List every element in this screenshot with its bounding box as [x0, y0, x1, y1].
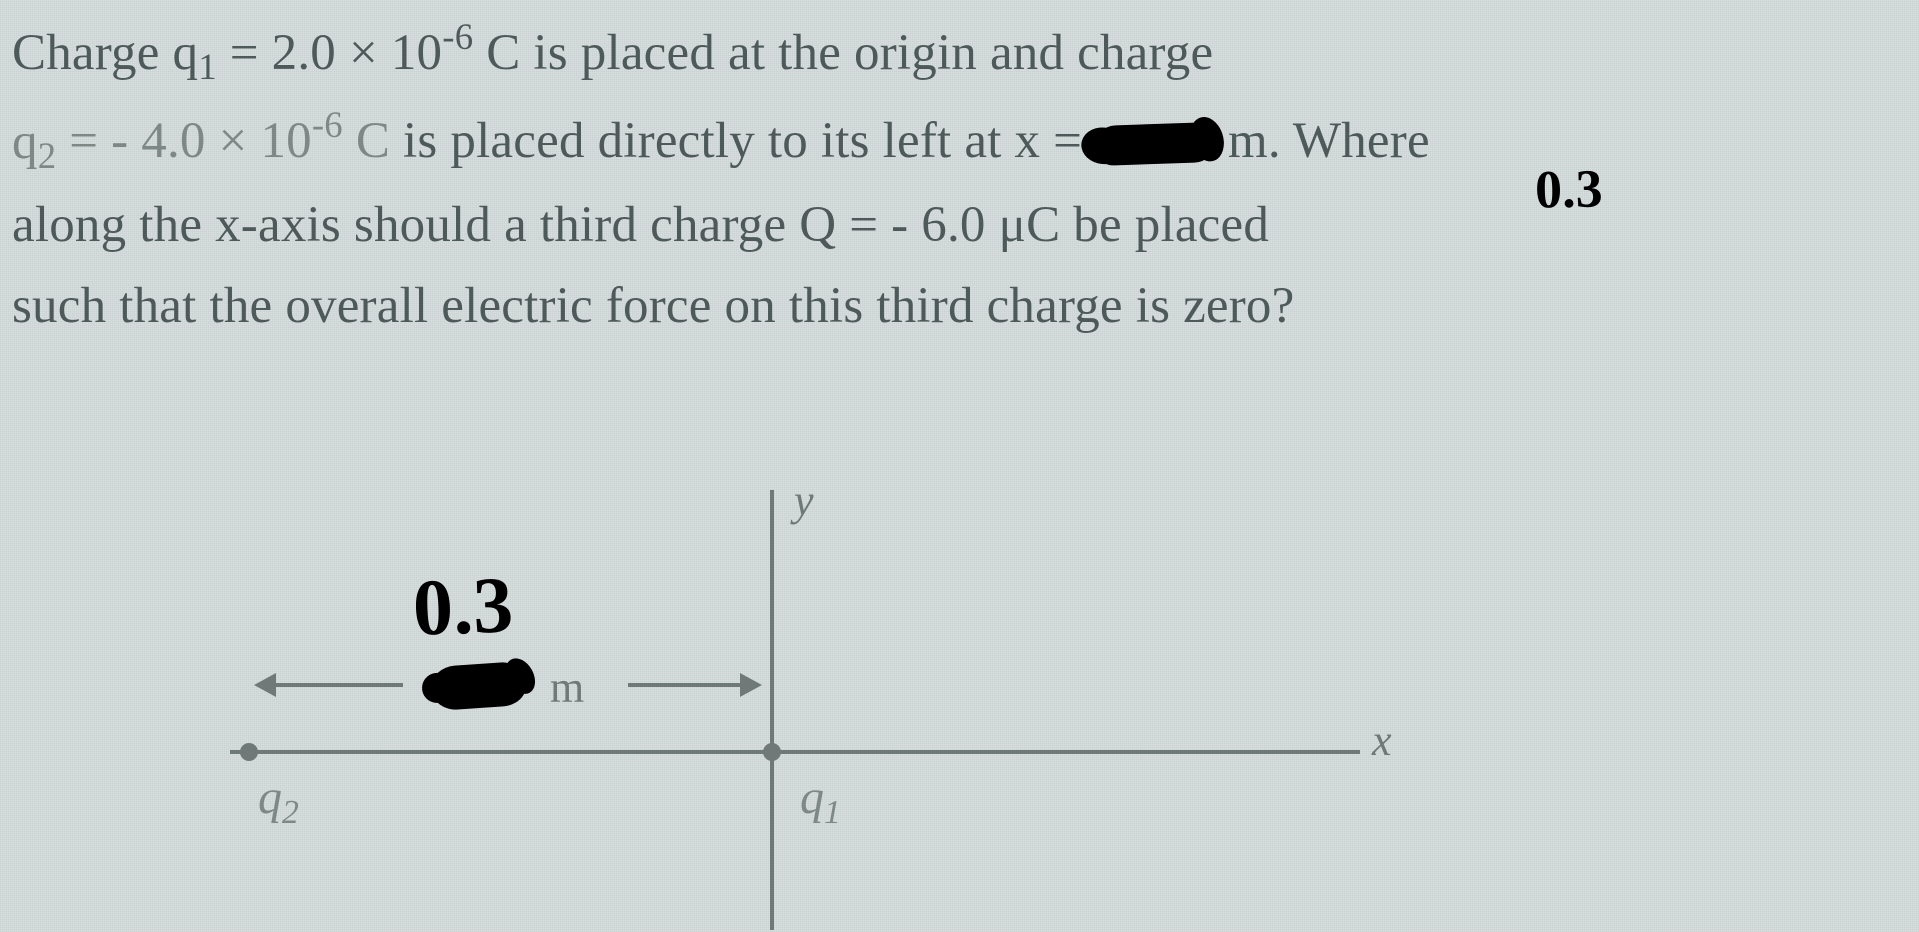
text-segment: m. Where	[1215, 114, 1430, 170]
text-segment: such that the overall electric force on …	[12, 278, 1294, 334]
coordinate-diagram: y x q1 q2 m 0.3	[230, 450, 1630, 930]
text-segment: = 2.0 × 10	[217, 25, 442, 81]
text-segment: along the x-axis should a third charge Q…	[12, 197, 1269, 253]
handwritten-annotation-0.3: 0.3	[411, 560, 514, 654]
exponent: -6	[442, 16, 473, 57]
x-axis-label: x	[1372, 715, 1392, 766]
exponent: -6	[312, 104, 343, 145]
arrowhead-right-icon	[740, 673, 762, 697]
text-segment: is placed directly to its left at x =	[390, 114, 1095, 170]
text-segment: = - 4.0 × 10	[56, 114, 312, 170]
y-axis-label: y	[794, 475, 814, 526]
y-axis-line	[770, 490, 774, 930]
q2-symbol: q2	[12, 114, 56, 170]
text-segment: C is placed at the origin and charge	[473, 25, 1213, 81]
x-axis-line	[230, 750, 1360, 754]
charge-q1-dot	[763, 743, 781, 761]
scribble-redaction	[1095, 122, 1216, 166]
charge-q2-label: q2	[258, 770, 299, 832]
charge-q1-label: q1	[800, 770, 841, 832]
arrowhead-left-icon	[254, 673, 276, 697]
dimension-line: m 0.3	[258, 682, 758, 688]
charge-q2-dot	[240, 743, 258, 761]
text-segment: Charge	[12, 25, 173, 81]
q1-symbol: q1	[173, 25, 217, 81]
text-segment: C	[343, 114, 390, 170]
dimension-segment	[628, 683, 758, 687]
dimension-unit: m	[550, 662, 584, 713]
problem-statement: Charge q1 = 2.0 × 10-6 C is placed at th…	[12, 8, 1912, 346]
handwritten-annotation-0.3: 0.3	[1534, 157, 1603, 220]
scribble-redaction	[431, 661, 528, 711]
dimension-segment	[258, 683, 403, 687]
